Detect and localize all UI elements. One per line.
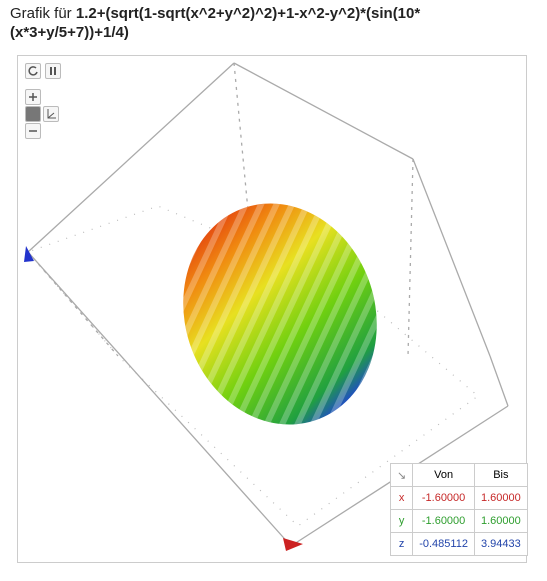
table-row: z -0.485112 3.94433	[389, 532, 528, 556]
table-row: x -1.60000 1.60000	[389, 486, 528, 510]
table-row: y -1.60000 1.60000	[389, 509, 528, 533]
range-value: 1.60000	[473, 486, 528, 510]
zoom-out-button[interactable]	[25, 123, 41, 139]
reset-button[interactable]	[25, 63, 41, 79]
corner: ↘	[389, 463, 414, 487]
column-header: Bis	[473, 463, 528, 487]
wireframe	[27, 62, 509, 547]
range-value: 3.94433	[473, 532, 528, 556]
surface-stripes	[168, 196, 398, 436]
title: Grafik für 1.2+(sqrt(1-sqrt(x^2+y^2)^2)+…	[10, 4, 530, 42]
range-table: ↘ Von Bis x -1.60000 1.60000 y -1.60000 1.600…	[389, 463, 528, 556]
range-value: -1.60000	[412, 509, 475, 533]
variable: x	[389, 486, 414, 510]
zoom-in-button[interactable]	[25, 89, 41, 105]
camera-button[interactable]	[25, 106, 41, 122]
range-value: 1.60000	[473, 509, 528, 533]
axes-button[interactable]	[43, 106, 59, 122]
variable: y	[389, 509, 414, 533]
column-header: Von	[412, 463, 475, 487]
axis-marker	[283, 538, 303, 551]
graph	[24, 62, 509, 551]
graph-frame	[17, 55, 527, 563]
formula: 1.2+(sqrt(1-sqrt(x^2+y^2)^2)+1-x^2-y^2)*…	[10, 5, 421, 41]
axis-marker	[24, 246, 34, 262]
variable: z	[389, 532, 414, 556]
pause-button[interactable]	[45, 63, 61, 79]
title-prefix: Grafik für	[10, 5, 72, 22]
range-value: -0.485112	[412, 532, 475, 556]
range-value: -1.60000	[412, 486, 475, 510]
